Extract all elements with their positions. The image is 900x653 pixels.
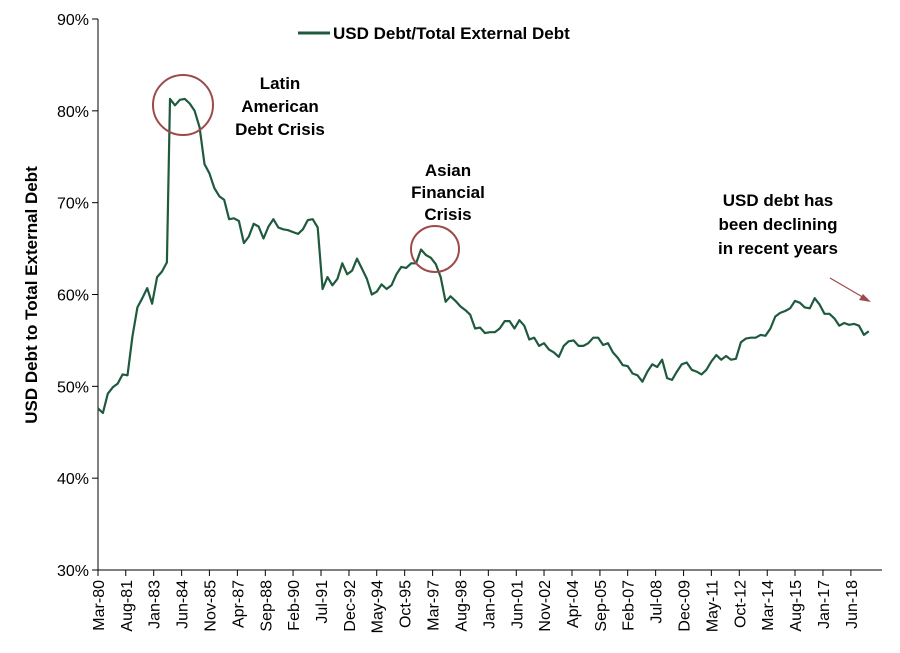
- series-layer: [97, 97, 870, 415]
- annotation-asian-financial: Asian Financial Crisis: [410, 161, 485, 273]
- x-tick-label: Sep-88: [258, 580, 275, 632]
- y-tick-label: 90%: [57, 12, 89, 29]
- series-line: [97, 97, 870, 415]
- x-tick-label: Nov-02: [537, 580, 554, 632]
- x-tick-label: Apr-87: [230, 580, 247, 628]
- x-tick-label: Feb-07: [621, 580, 638, 631]
- x-tick-label: Jul-08: [649, 580, 666, 624]
- x-tick-label: Mar-80: [91, 580, 108, 631]
- y-tick-label: 30%: [57, 563, 89, 580]
- annotation-decline-line-2: been declining: [718, 215, 837, 234]
- annotation-arrow-shaft: [829, 277, 867, 300]
- annotation-usd-decline: USD debt has been declining in recent ye…: [718, 191, 871, 302]
- x-tick-label: Oct-95: [398, 580, 415, 628]
- y-axis-label: USD Debt to Total External Debt: [22, 166, 41, 424]
- x-tick-label: Sep-05: [593, 580, 610, 632]
- x-tick-label: Jan-00: [481, 580, 498, 629]
- x-tick-label: Nov-85: [202, 580, 219, 632]
- annotation-decline-line-1: USD debt has: [723, 191, 834, 210]
- x-tick-label: Oct-12: [732, 580, 749, 628]
- y-tick-label: 40%: [57, 471, 89, 488]
- annotation-asian-line-2: Financial: [411, 183, 485, 202]
- x-tick-label: Jan-83: [147, 580, 164, 629]
- x-tick-label: May-11: [704, 580, 721, 632]
- annotation-asian-line-3: Crisis: [424, 205, 471, 224]
- annotation-latin-american: Latin American Debt Crisis: [152, 74, 325, 139]
- x-tick-label: May-94: [370, 580, 387, 633]
- annotation-asian-line-1: Asian: [425, 161, 471, 180]
- annotation-decline-line-3: in recent years: [718, 239, 838, 258]
- annotation-circle-asian: [410, 225, 460, 273]
- y-tick-label: 80%: [57, 104, 89, 121]
- y-tick-label: 60%: [57, 288, 89, 305]
- annotation-latin-line-2: American: [241, 97, 318, 116]
- x-tick-label: Jun-01: [509, 580, 526, 629]
- y-tick-label: 70%: [57, 196, 89, 213]
- y-axis: 30% 40% 50% 60% 70% 80% 90%: [57, 12, 99, 580]
- x-tick-label: Apr-04: [565, 580, 582, 628]
- x-tick-label: Aug-15: [788, 580, 805, 632]
- annotation-arrow-head: [859, 294, 871, 302]
- x-tick-label: Jul-91: [314, 580, 331, 624]
- x-tick-label: Aug-81: [119, 580, 136, 632]
- x-tick-label: Feb-90: [286, 580, 303, 631]
- annotation-latin-line-3: Debt Crisis: [235, 120, 325, 139]
- annotation-circle-latin: [152, 74, 214, 136]
- x-tick-label: Jan-17: [816, 580, 833, 629]
- x-tick-label: Mar-14: [760, 580, 777, 631]
- x-tick-label: Jun-18: [844, 580, 861, 629]
- legend-label: USD Debt/Total External Debt: [333, 24, 570, 43]
- x-tick-label: Mar-97: [426, 580, 443, 631]
- x-axis: Mar-80 Aug-81 Jan-83 Jun-84 Nov-85 Apr-87 Sep-…: [91, 569, 882, 633]
- x-tick-label: Dec-92: [342, 580, 359, 632]
- legend: USD Debt/Total External Debt: [298, 24, 570, 43]
- y-tick-label: 50%: [57, 379, 89, 396]
- annotation-latin-line-1: Latin: [260, 74, 301, 93]
- x-tick-label: Aug-98: [453, 580, 470, 632]
- x-tick-label: Dec-09: [677, 580, 694, 632]
- x-tick-label: Jun-84: [175, 580, 192, 629]
